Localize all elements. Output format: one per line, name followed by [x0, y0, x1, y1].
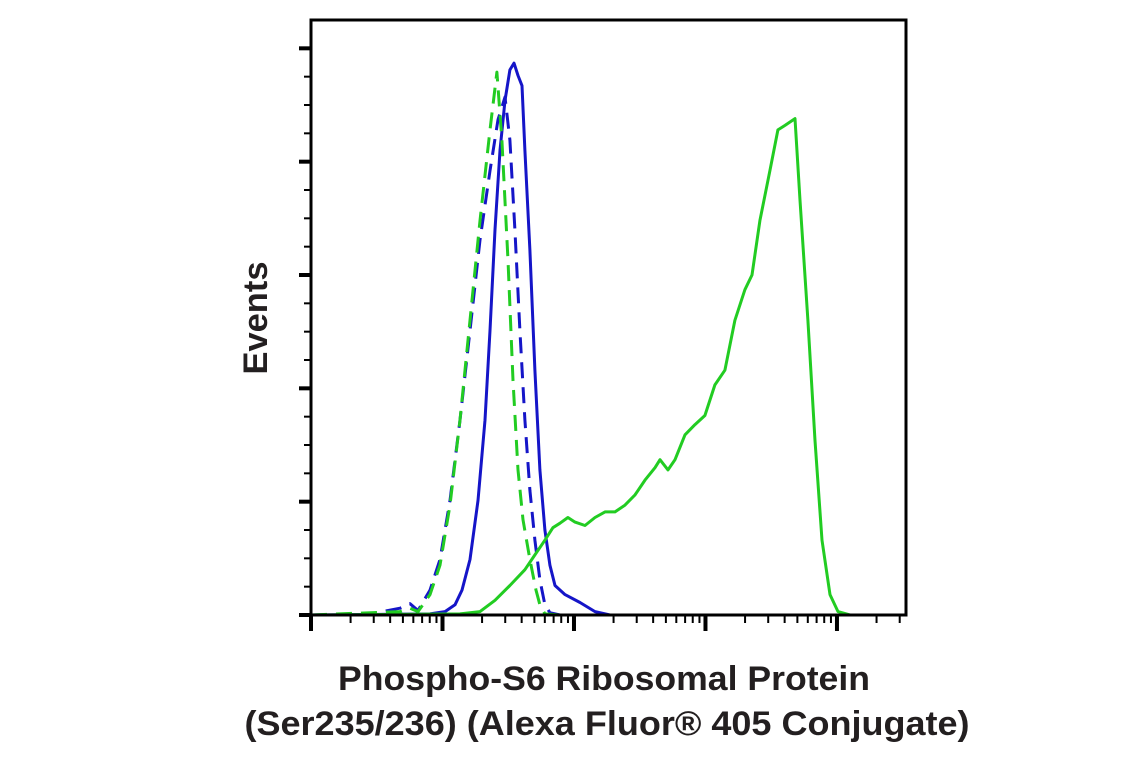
- plot-frame: [309, 18, 908, 617]
- ticks: [299, 46, 901, 631]
- x-axis-label-line1: Phospho-S6 Ribosomal Protein: [338, 660, 870, 698]
- axes: [309, 18, 908, 617]
- series-green-dashed: [310, 70, 561, 617]
- y-axis-label: Events: [237, 262, 275, 375]
- series-green-solid: [310, 117, 906, 617]
- series-blue-solid: [310, 61, 906, 617]
- plot-lines: [310, 61, 906, 617]
- series-blue-dashed: [310, 95, 561, 617]
- x-axis-label-line2: (Ser235/236) (Alexa Fluor® 405 Conjugate…: [245, 705, 970, 743]
